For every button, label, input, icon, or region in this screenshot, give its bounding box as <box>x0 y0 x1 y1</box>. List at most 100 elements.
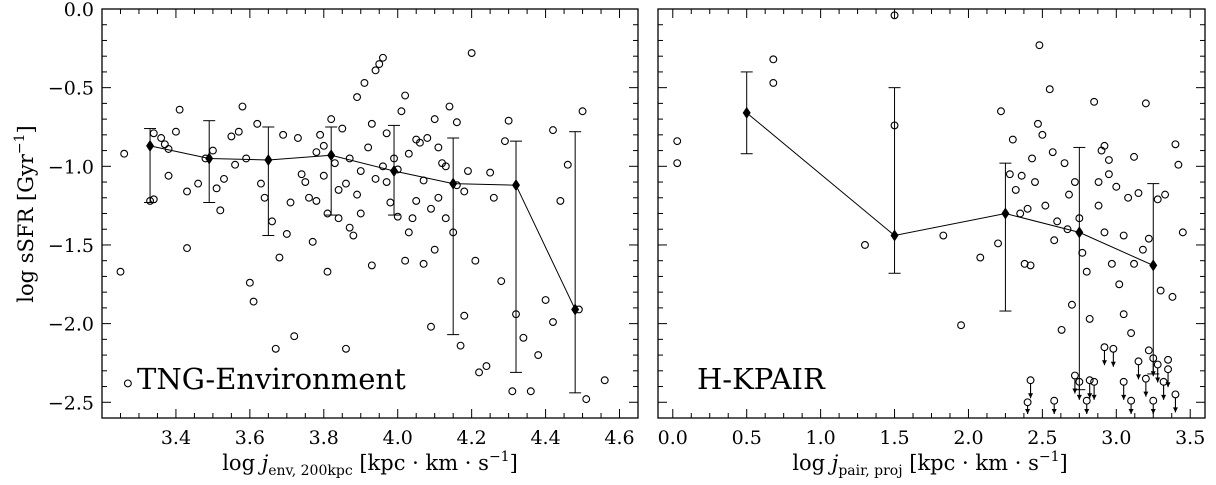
scatter-point <box>1023 204 1032 213</box>
binned-median-marker <box>1149 259 1158 272</box>
x-tick-label: 4.6 <box>604 427 634 449</box>
scatter-point <box>1053 217 1062 226</box>
scatter-point <box>412 135 421 144</box>
scatter-point <box>386 198 395 207</box>
scatter-point <box>356 209 365 218</box>
scatter-point <box>1094 201 1103 210</box>
scatter-point <box>245 278 254 287</box>
scatter-point <box>475 368 483 377</box>
scatter-point <box>238 102 247 111</box>
scatter-point <box>349 231 358 240</box>
scatter-point <box>275 253 284 262</box>
scatter-point <box>1156 286 1165 295</box>
scatter-point <box>556 196 565 205</box>
scatter-point <box>1065 190 1073 199</box>
error-bar <box>1073 146 1086 391</box>
x-tick-label: 3.5 <box>1175 427 1205 449</box>
scatter-point <box>1144 234 1153 243</box>
scatter-point <box>600 376 609 385</box>
scatter-point <box>334 185 343 194</box>
scatter-point <box>434 193 443 202</box>
scatter-point <box>393 212 402 221</box>
scatter-point <box>160 140 169 149</box>
scatter-point <box>149 129 158 138</box>
scatter-point <box>423 134 432 142</box>
scatter-point <box>1017 171 1026 180</box>
upper-limit-point <box>1119 377 1128 400</box>
scatter-point <box>1168 292 1177 301</box>
upper-limits-right <box>1023 343 1180 414</box>
x-tick-label: 1.5 <box>879 427 909 449</box>
scatter-point <box>419 259 428 268</box>
scatter-point <box>212 184 221 193</box>
scatter-point <box>1033 119 1042 128</box>
upper-limit-point <box>1023 398 1032 414</box>
scatter-point <box>249 297 258 306</box>
upper-limit-point <box>1082 396 1091 414</box>
panel-tng-environment: 3.4 3.6 3.8 4.0 4.2 4.4 4.6 0.0 −0.5 −1.0 −1.5 −2.… <box>12 0 639 479</box>
panel-label-tng-environment: TNG-Environment <box>137 362 406 396</box>
scatter-point <box>1011 185 1020 194</box>
scatter-point <box>1138 245 1147 254</box>
scatter-point <box>1020 259 1029 268</box>
y-tick-label: 0.0 <box>64 0 94 21</box>
binned-median-marker <box>327 149 336 162</box>
x-tick-label: 2.0 <box>953 427 983 449</box>
scatter-point <box>1100 141 1109 150</box>
error-bar <box>262 126 275 237</box>
scatter-point <box>208 146 217 155</box>
scatter-point <box>1107 259 1116 268</box>
scatter-point <box>452 118 461 127</box>
scatter-point <box>441 162 450 171</box>
error-bar <box>999 162 1012 312</box>
scatter-point <box>253 119 262 128</box>
scatter-point <box>1070 178 1079 186</box>
scatter-point <box>460 187 469 196</box>
scatter-point <box>371 174 380 183</box>
scatter-point <box>382 178 391 186</box>
x-tick-label: 4.0 <box>383 427 413 449</box>
x-tick-label: 3.6 <box>235 427 265 449</box>
y-ticks-right <box>658 8 1205 419</box>
upper-limit-point <box>1050 396 1059 414</box>
x-tick-label: 0.0 <box>658 427 688 449</box>
scatter-point <box>1082 267 1091 276</box>
upper-limit-point <box>1070 371 1079 394</box>
upper-limit-point <box>1149 396 1158 414</box>
scatter-point <box>1130 152 1138 161</box>
y-tick-label: −2.0 <box>48 314 94 336</box>
scatter-point <box>194 179 203 188</box>
error-bar <box>1147 183 1160 375</box>
scatter-point <box>171 127 180 136</box>
scatter-point <box>563 160 572 169</box>
x-tick-label: 3.8 <box>309 427 339 449</box>
panel-label-h-kpair: H-KPAIR <box>697 362 826 396</box>
binned-median-marker <box>1075 226 1084 239</box>
error-bar <box>144 128 157 203</box>
scatter-point <box>1048 148 1057 157</box>
scatter-point <box>486 168 495 177</box>
scatter-point <box>504 116 513 125</box>
scatter-point <box>231 160 240 169</box>
scatter-point <box>497 277 506 286</box>
scatter-point <box>1008 135 1017 144</box>
scatter-point <box>482 362 491 371</box>
scatter-point <box>183 187 191 196</box>
upper-limit-point <box>1100 343 1109 366</box>
scatter-point <box>183 244 191 253</box>
plot-frame-right <box>657 8 1206 419</box>
scatter-point <box>673 159 682 168</box>
scatter-point <box>1144 346 1153 355</box>
x-tick-label: 3.0 <box>1101 427 1131 449</box>
plot-frame-left <box>101 8 639 419</box>
scatter-point <box>769 55 778 64</box>
upper-limit-point <box>1026 376 1035 399</box>
scatter-point <box>412 196 421 205</box>
scatter-point <box>427 322 435 331</box>
scatter-point <box>290 332 299 341</box>
scatter-point <box>460 311 469 320</box>
binned-series-right <box>740 71 1160 391</box>
scatter-point <box>957 321 966 330</box>
scatter-point <box>1104 156 1113 164</box>
